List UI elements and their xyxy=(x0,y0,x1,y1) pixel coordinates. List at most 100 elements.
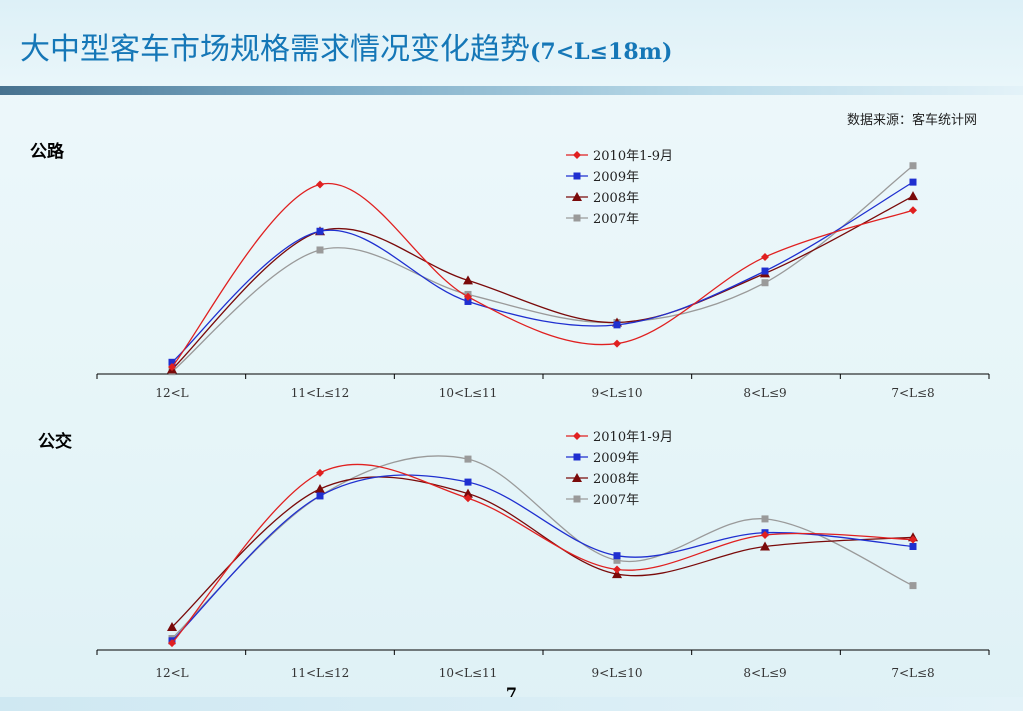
data-point xyxy=(761,531,769,539)
series-line xyxy=(171,181,914,363)
series-line xyxy=(171,195,914,370)
x-tick-label: 10<L≤11 xyxy=(439,386,498,400)
x-tick-label: 7<L≤8 xyxy=(891,386,934,400)
legend-label: 2007年 xyxy=(593,493,639,508)
data-point xyxy=(612,569,622,579)
data-point xyxy=(909,543,917,550)
legend-marker xyxy=(572,192,582,201)
x-tick-label: 12<L xyxy=(155,386,188,400)
data-point xyxy=(909,178,917,186)
legend-item: 2007年 xyxy=(566,493,639,508)
legend: 2010年1-9月 2009年 2008年 2007年 xyxy=(566,430,673,508)
data-point xyxy=(167,622,177,631)
data-point xyxy=(464,292,472,301)
series-line xyxy=(171,476,914,628)
legend-marker xyxy=(573,151,581,159)
x-tick-label: 10<L≤11 xyxy=(439,666,498,680)
legend-marker xyxy=(573,453,581,461)
x-tick-label: 8<L≤9 xyxy=(743,386,786,400)
data-point xyxy=(909,535,917,544)
legend-label: 2008年 xyxy=(593,191,639,206)
legend-item: 2010年1-9月 xyxy=(566,430,673,445)
legend-marker xyxy=(573,214,581,222)
series-line xyxy=(171,463,914,644)
data-point xyxy=(464,297,472,305)
data-point xyxy=(168,358,176,366)
legend-item: 2009年 xyxy=(566,451,639,466)
data-point xyxy=(464,494,472,503)
legend-item: 2007年 xyxy=(566,212,639,227)
data-point xyxy=(168,362,176,371)
chart-label: 公交 xyxy=(38,431,72,452)
data-point xyxy=(613,552,621,560)
data-point xyxy=(760,541,770,551)
series-line xyxy=(171,182,914,368)
data-point xyxy=(316,180,324,189)
data-point xyxy=(761,267,769,275)
series-1 xyxy=(168,463,917,648)
data-point xyxy=(464,455,472,463)
title-bar: 大中型客车市场规格需求情况变化趋势(7<L≤18m) xyxy=(0,0,1023,86)
data-point xyxy=(613,565,621,574)
page-title-suffix: (7<L≤18m) xyxy=(530,39,673,65)
data-point xyxy=(316,492,324,500)
series-3 xyxy=(167,191,918,374)
legend-label: 2009年 xyxy=(593,170,639,185)
page-number: 7 xyxy=(505,684,518,703)
series-2 xyxy=(168,178,917,366)
legend-item: 2008年 xyxy=(566,191,639,206)
data-point xyxy=(908,191,918,201)
x-tick-label: 11<L≤12 xyxy=(291,386,350,400)
legend-label: 2008年 xyxy=(593,472,639,487)
series-3 xyxy=(167,476,918,631)
legend-label: 2007年 xyxy=(593,212,639,227)
series-4 xyxy=(168,455,917,642)
bottom-bar xyxy=(0,697,1023,711)
x-tick-label: 9<L≤10 xyxy=(592,666,643,680)
data-point xyxy=(463,275,473,285)
series-2 xyxy=(168,474,917,645)
legend-marker xyxy=(573,495,581,503)
chart-label: 公路 xyxy=(30,141,65,162)
legend-item: 2010年1-9月 xyxy=(566,149,673,164)
legend-marker xyxy=(573,172,581,180)
legend: 2010年1-9月 2009年 2008年 2007年 xyxy=(566,149,673,227)
legend-label: 2010年1-9月 xyxy=(593,149,673,164)
legend-label: 2009年 xyxy=(593,451,639,466)
data-point xyxy=(316,227,324,235)
page-title-text: 大中型客车市场规格需求情况变化趋势 xyxy=(20,32,530,67)
data-point xyxy=(613,321,621,329)
data-point xyxy=(464,478,472,486)
data-point xyxy=(761,279,769,287)
legend-item: 2008年 xyxy=(566,472,639,487)
chart-panel-1: 公路 12<L 11<L≤12 10<L≤11 9<L≤10 8<L≤9 7<L≤8 2010… xyxy=(30,141,990,400)
data-point xyxy=(315,484,325,493)
data-point xyxy=(909,162,917,170)
page-title: 大中型客车市场规格需求情况变化趋势(7<L≤18m) xyxy=(20,24,672,68)
legend-item: 2009年 xyxy=(566,170,639,185)
legend-marker xyxy=(572,473,582,482)
data-source: 数据来源：客车统计网 xyxy=(846,113,977,128)
legend-marker xyxy=(573,432,581,440)
data-point xyxy=(909,582,917,590)
data-point xyxy=(909,206,917,215)
x-tick-label: 12<L xyxy=(155,666,188,680)
data-point xyxy=(168,639,176,648)
chart-panel-2: 公交 12<L 11<L≤12 10<L≤11 9<L≤10 8<L≤9 7<L≤8 2010… xyxy=(38,430,990,680)
data-point xyxy=(761,515,769,523)
x-tick-label: 8<L≤9 xyxy=(743,666,786,680)
data-point xyxy=(463,488,473,498)
series-line xyxy=(171,455,914,639)
x-tick-label: 11<L≤12 xyxy=(291,666,350,680)
data-point xyxy=(761,253,769,261)
legend-label: 2010年1-9月 xyxy=(593,430,673,445)
x-tick-label: 9<L≤10 xyxy=(592,386,643,400)
data-point xyxy=(613,339,621,348)
x-tick-label: 7<L≤8 xyxy=(891,666,934,680)
series-line xyxy=(171,474,914,642)
data-point xyxy=(613,556,621,564)
data-point xyxy=(316,246,324,254)
series-4 xyxy=(168,162,917,376)
series-1 xyxy=(168,180,917,371)
